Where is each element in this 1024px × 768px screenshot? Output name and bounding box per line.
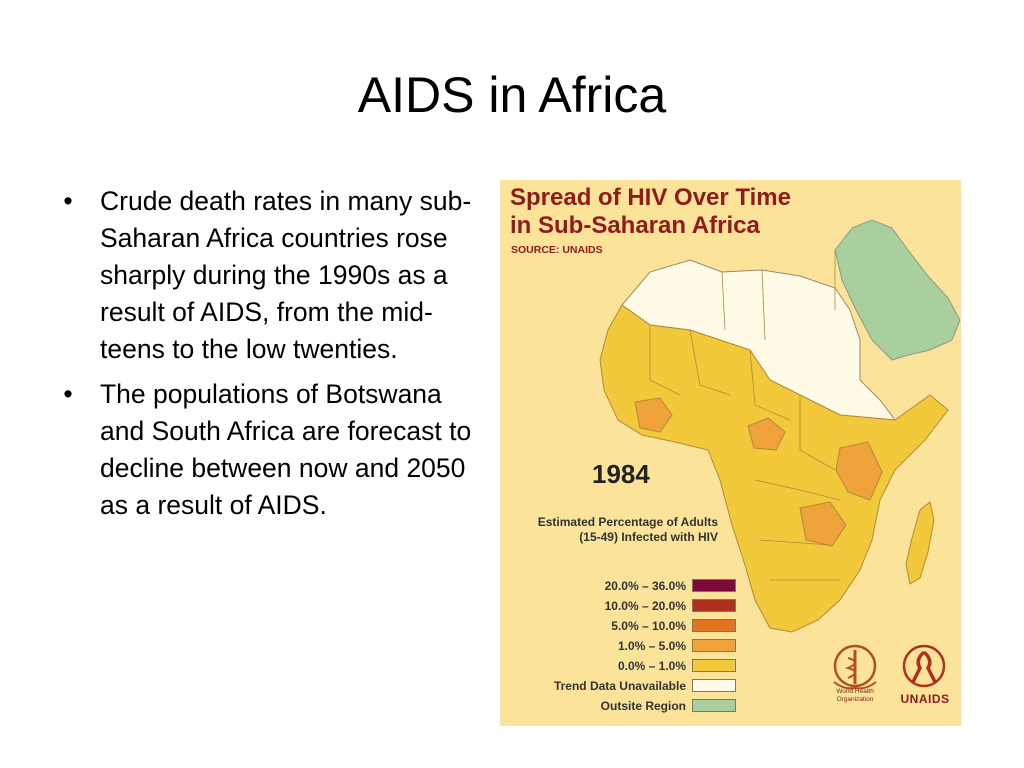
legend-swatch <box>692 679 736 692</box>
zone-east <box>835 441 883 501</box>
legend-row: 1.0% – 5.0% <box>510 638 736 654</box>
bullet-text: The populations of Botswana and South Af… <box>100 379 472 520</box>
legend-row: Outsite Region <box>510 698 736 714</box>
map-source: SOURCE: UNAIDS <box>511 244 603 256</box>
map-title: Spread of HIV Over Time in Sub-Saharan A… <box>510 184 840 240</box>
zone-south-central <box>799 501 847 547</box>
bullet-item: • Crude death rates in many sub-Saharan … <box>58 183 478 368</box>
legend-title: Estimated Percentage of Adults (15-49) I… <box>537 515 718 544</box>
zone-central <box>747 417 786 451</box>
legend-row: 0.0% – 1.0% <box>510 658 736 674</box>
legend-swatch <box>692 639 736 652</box>
map-title-line1: Spread of HIV Over Time <box>510 184 791 211</box>
unaids-logo-icon <box>902 644 946 688</box>
legend-label: 0.0% – 1.0% <box>617 659 686 673</box>
zone-west <box>634 397 673 433</box>
unaids-logo-text: UNAIDS <box>900 692 950 706</box>
legend-swatch <box>692 599 736 612</box>
legend-label: Trend Data Unavailable <box>553 679 686 693</box>
legend-row: 10.0% – 20.0% <box>510 598 736 614</box>
legend-swatch <box>692 699 736 712</box>
bullet-text: Crude death rates in many sub-Saharan Af… <box>100 186 472 364</box>
legend-swatch <box>692 619 736 632</box>
madagascar <box>905 501 935 585</box>
legend-row: 20.0% – 36.0% <box>510 578 736 594</box>
who-logo-icon <box>833 644 877 690</box>
legend-label: 10.0% – 20.0% <box>604 599 686 613</box>
sub-saharan-region <box>599 304 949 633</box>
legend-row: Trend Data Unavailable <box>510 678 736 694</box>
africa-map-graphic <box>599 219 961 633</box>
middle-east-region <box>834 219 961 361</box>
bullet-glyph: • <box>63 186 73 216</box>
bullet-glyph: • <box>63 379 73 409</box>
legend-label: 1.0% – 5.0% <box>617 639 686 653</box>
legend-row: 5.0% – 10.0% <box>510 618 736 634</box>
who-logo-text: World Health Organization <box>836 688 874 703</box>
bullet-list: • Crude death rates in many sub-Saharan … <box>58 183 478 532</box>
legend-label: 20.0% – 36.0% <box>604 579 686 593</box>
slide-title: AIDS in Africa <box>357 67 667 123</box>
bullet-item: • The populations of Botswana and South … <box>58 376 478 524</box>
legend-swatch <box>692 659 736 672</box>
legend-swatch <box>692 579 736 592</box>
legend-label: Outsite Region <box>600 699 686 713</box>
hiv-map-image: Spread of HIV Over Time in Sub-Saharan A… <box>500 180 961 726</box>
map-title-line2: in Sub-Saharan Africa <box>510 212 760 239</box>
map-year: 1984 <box>592 459 650 489</box>
legend-label: 5.0% – 10.0% <box>611 619 686 633</box>
